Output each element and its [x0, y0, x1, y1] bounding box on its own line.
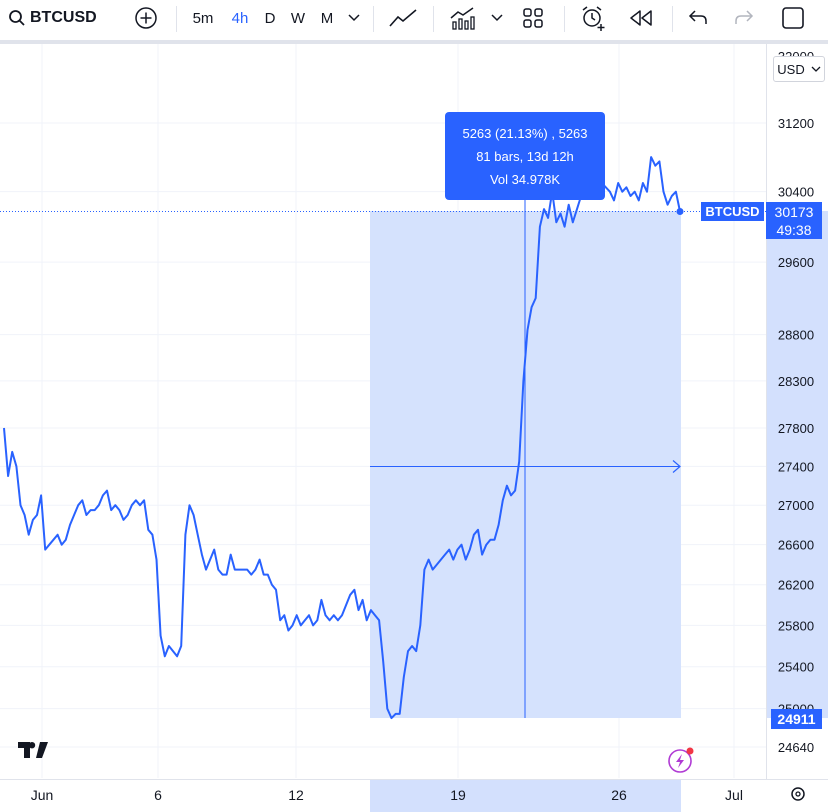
indicators-button[interactable] — [448, 0, 476, 36]
redo-icon — [735, 10, 754, 24]
interval-5m[interactable]: 5m — [192, 9, 214, 27]
price-tick-label: 29600 — [778, 255, 814, 270]
price-tick-label: 27400 — [778, 459, 814, 474]
price-tick-label: 31200 — [778, 116, 814, 131]
undo-button[interactable] — [684, 0, 712, 36]
time-tick-label: 19 — [450, 787, 466, 803]
time-tick-label: 6 — [154, 787, 162, 803]
alarm-clock-plus-icon — [582, 6, 605, 31]
redo-button[interactable] — [730, 0, 758, 36]
price-chart[interactable]: 3200031200304002960028800283002780027400… — [0, 44, 828, 812]
time-tick-label: 12 — [288, 787, 304, 803]
symbol-label: BTCUSD — [30, 9, 97, 26]
plus-circle-icon — [135, 7, 157, 29]
undo-icon — [688, 10, 707, 24]
price-series-line — [3, 156, 681, 720]
alert-button[interactable] — [578, 0, 608, 36]
price-tick-label: 27000 — [778, 498, 814, 513]
price-tick-label: 25400 — [778, 660, 814, 675]
chevron-down-icon — [348, 14, 360, 22]
last-price-tag: 30173 — [766, 202, 822, 221]
symbol-search-button[interactable]: BTCUSD — [8, 0, 97, 36]
toolbar-divider — [564, 6, 565, 32]
price-tick-label: 24640 — [778, 740, 814, 755]
interval-m[interactable]: M — [320, 9, 334, 27]
bar-countdown-tag: 49:38 — [766, 221, 822, 239]
measure-bars-text: 81 bars, 13d 12h — [476, 149, 574, 164]
measure-tooltip: 5263 (21.13%) , 5263 81 bars, 13d 12h Vo… — [445, 112, 605, 200]
search-icon — [9, 10, 25, 26]
time-tick-label: Jun — [31, 787, 54, 803]
toolbar-divider — [433, 6, 434, 32]
time-axis-ticks: Jun 6 12 19 26 Jul — [31, 787, 743, 803]
top-toolbar: BTCUSD 5m 4h D W M — [0, 0, 828, 38]
price-tick-label: 27800 — [778, 421, 814, 436]
price-axis-ticks: 3200031200304002960028800283002780027400… — [778, 49, 814, 755]
go-to-realtime-icon[interactable] — [668, 747, 694, 773]
toolbar-divider — [672, 6, 673, 32]
interval-w[interactable]: W — [290, 9, 306, 27]
price-tick-label: 25800 — [778, 618, 814, 633]
currency-label: USD — [777, 61, 805, 77]
layout-button[interactable] — [518, 0, 548, 36]
measure-low-price-tag: 24911 — [771, 709, 822, 729]
settings-gear-icon[interactable] — [791, 787, 805, 801]
symbol-price-tag: BTCUSD — [701, 202, 764, 221]
measure-arrow-head — [672, 460, 681, 473]
price-tick-label: 30400 — [778, 185, 814, 200]
currency-selector[interactable]: USD — [773, 56, 825, 82]
fullscreen-button[interactable] — [778, 0, 808, 36]
toolbar-divider — [373, 6, 374, 32]
layout-grid-icon — [523, 8, 543, 28]
price-tick-label: 28300 — [778, 374, 814, 389]
compare-symbol-button[interactable] — [132, 0, 160, 36]
interval-4h[interactable]: 4h — [231, 9, 249, 27]
rewind-icon — [630, 10, 652, 26]
square-icon — [782, 7, 804, 29]
price-tick-label: 28800 — [778, 328, 814, 343]
interval-d[interactable]: D — [264, 9, 276, 27]
last-price-dot — [676, 207, 684, 215]
indicators-icon — [450, 7, 475, 30]
measure-volume-text: Vol 34.978K — [489, 172, 561, 187]
chevron-down-icon — [811, 66, 821, 72]
chevron-down-icon — [491, 14, 503, 22]
chart-type-button[interactable] — [386, 0, 420, 36]
price-tick-label: 26200 — [778, 578, 814, 593]
replay-button[interactable] — [626, 0, 656, 36]
toolbar-divider — [176, 6, 177, 32]
price-axis-range-highlight — [767, 211, 828, 718]
time-axis-range-highlight — [370, 779, 681, 812]
indicators-dropdown[interactable] — [488, 0, 506, 36]
line-chart-icon — [389, 9, 417, 27]
time-tick-label: Jul — [725, 787, 743, 803]
price-tick-label: 26600 — [778, 538, 814, 553]
toolbar-separator — [0, 40, 828, 44]
intervals-dropdown[interactable] — [345, 0, 363, 36]
tradingview-logo — [18, 742, 48, 758]
time-tick-label: 26 — [611, 787, 627, 803]
measure-change-text: 5263 (21.13%) , 5263 — [462, 126, 588, 141]
